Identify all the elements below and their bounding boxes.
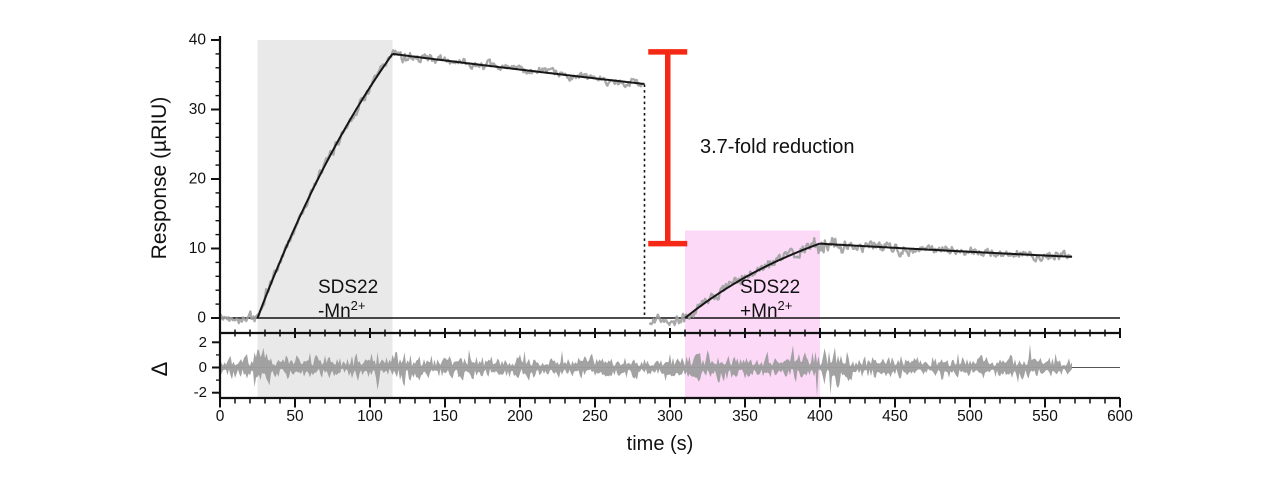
x-tick-label: 600: [1107, 408, 1133, 425]
x-axis-title: time (s): [627, 433, 694, 455]
y-tick-label: 20: [189, 171, 207, 188]
y-tick-label: 30: [189, 101, 207, 118]
residual-axis-title: Δ: [147, 361, 172, 376]
x-tick-label: 100: [357, 408, 383, 425]
x-tick-label: 500: [957, 408, 983, 425]
region-labels: SDS22-Mn2+SDS22+Mn2+: [318, 277, 800, 322]
region-label-line2: -Mn2+: [318, 298, 366, 322]
fit-curve-segment: [392, 52, 645, 85]
y-tick-label: 0: [197, 310, 206, 327]
fit-curve-segment: [819, 242, 1073, 258]
x-tick-label: 150: [432, 408, 458, 425]
x-tick-label: 550: [1032, 408, 1058, 425]
x-tick-label: 300: [657, 408, 683, 425]
region-label-line1: SDS22: [318, 277, 378, 298]
region-sds22-minus-mn: [257, 40, 393, 398]
annotations: [643, 49, 688, 318]
y-tick-label: 40: [189, 32, 207, 49]
residual-tick-label: -2: [194, 384, 207, 401]
x-tick-label: 450: [882, 408, 908, 425]
x-tick-label: 250: [582, 408, 608, 425]
fit-curve-segment: [684, 242, 821, 319]
x-tick-label: 200: [507, 408, 533, 425]
y-tick-label: 10: [189, 240, 207, 257]
x-tick-label: 50: [286, 408, 304, 425]
highlight-regions: [257, 40, 820, 398]
x-tick-label: 0: [216, 408, 225, 425]
x-tick-label: 350: [732, 408, 758, 425]
region-label-line2: +Mn2+: [740, 298, 792, 322]
reduction-annotation-label: 3.7-fold reduction: [700, 136, 855, 158]
x-tick-label: 400: [807, 408, 833, 425]
fit-curves: [256, 52, 1073, 319]
residual-band: [220, 344, 1072, 396]
residual-tick-label: 0: [199, 359, 207, 376]
residual-tick-label: 2: [199, 334, 207, 351]
fit-curve-segment: [256, 53, 394, 319]
region-label-line1: SDS22: [740, 277, 800, 298]
y-axis-title: Response (µRIU): [148, 97, 171, 260]
